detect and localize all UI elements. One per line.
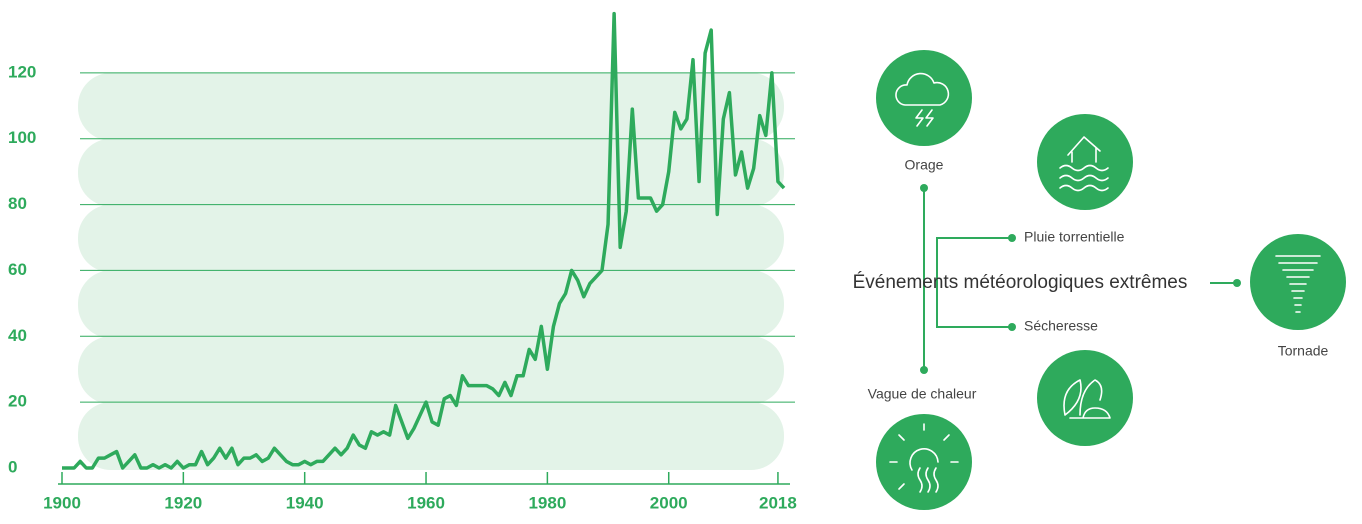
x-tick-label: 1960 <box>407 493 445 512</box>
x-tick-label: 2000 <box>650 493 688 512</box>
diagram: Événements météorologiques extrêmes Orag… <box>853 50 1346 510</box>
grid-band <box>78 204 784 273</box>
y-tick-label: 0 <box>8 457 17 476</box>
grid-band <box>78 402 784 470</box>
x-tick-label: 1900 <box>43 493 81 512</box>
y-tick-label: 120 <box>8 62 36 81</box>
y-tick-label: 60 <box>8 260 27 279</box>
bands <box>78 72 784 470</box>
grid-band <box>78 336 784 405</box>
item-label: Orage <box>905 157 944 173</box>
x-tick-label: 1940 <box>286 493 324 512</box>
center-label: Événements météorologiques extrêmes <box>853 272 1188 293</box>
x-tick-label: 2018 <box>759 493 797 512</box>
x-tick-label: 1920 <box>164 493 202 512</box>
y-tick-label: 20 <box>8 392 27 411</box>
dots <box>920 184 1241 374</box>
item-label: Tornade <box>1278 343 1329 359</box>
item-label: Pluie torrentielle <box>1024 229 1125 245</box>
icon-circles <box>876 50 1346 510</box>
y-tick-label: 40 <box>8 326 27 345</box>
icons <box>889 72 1321 493</box>
connectors <box>923 188 1237 370</box>
grid-band <box>78 72 784 141</box>
grid-band <box>78 138 784 207</box>
data-line <box>62 11 786 470</box>
x-tick-label: 1980 <box>528 493 566 512</box>
y-tick-label: 100 <box>8 128 36 147</box>
grid-band <box>78 270 784 339</box>
chart: 0 20 40 60 80 100 120 1900 1920 1940 1960 1980 2000 2… <box>8 11 797 512</box>
item-label: Sécheresse <box>1024 318 1098 334</box>
y-tick-label: 80 <box>8 194 27 213</box>
item-label: Vague de chaleur <box>868 386 977 402</box>
